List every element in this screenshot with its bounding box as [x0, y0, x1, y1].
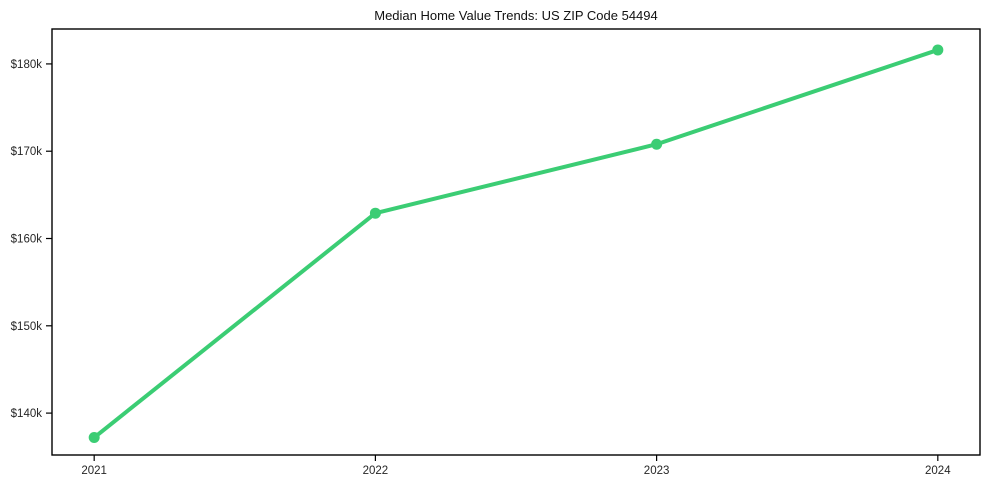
x-tick-label: 2023 [644, 465, 670, 477]
y-tick-label: $160k [11, 234, 43, 246]
plot-border [51, 28, 981, 456]
x-tick-label: 2024 [925, 465, 951, 477]
data-point-marker [651, 138, 663, 150]
x-tick-label: 2021 [81, 465, 107, 477]
axis-ticks [46, 63, 939, 461]
data-point-marker [932, 44, 944, 56]
y-tick-label: $140k [11, 408, 43, 420]
trend-line [92, 47, 940, 440]
y-tick-label: $150k [11, 321, 43, 333]
plot-frame [51, 28, 981, 456]
y-tick-label: $170k [11, 146, 43, 158]
x-tick-label: 2022 [363, 465, 389, 477]
chart-title: Median Home Value Trends: US ZIP Code 54… [374, 8, 658, 23]
data-series [88, 44, 944, 444]
data-point-marker [369, 207, 381, 219]
data-point-marker [88, 432, 100, 444]
axis-tick-labels: $140k $150k $160k $170k $180k 2021 2022 2023 202… [11, 59, 952, 477]
y-tick-label: $180k [11, 59, 43, 71]
